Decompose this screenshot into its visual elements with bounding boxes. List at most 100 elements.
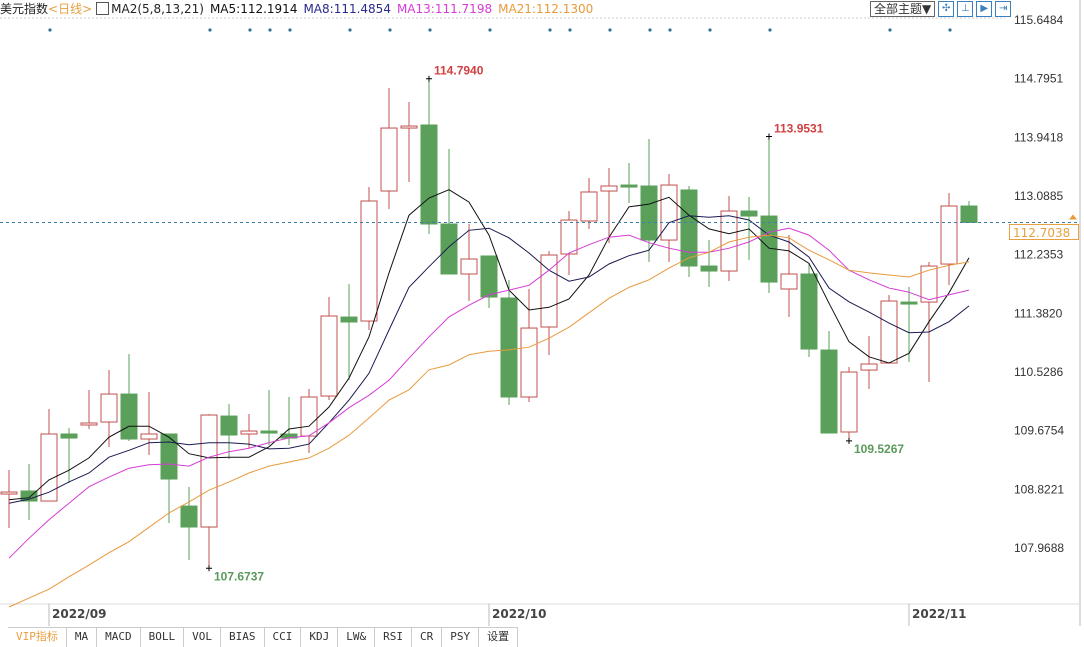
indicator-chart-icon [96,2,110,15]
candle [900,286,918,363]
event-marker-dot [568,28,572,32]
candle-body [160,433,178,480]
candle [360,187,378,331]
candle-body [820,349,838,434]
candle-body [240,430,258,435]
ma21-value: MA21:112.1300 [498,2,594,16]
bar-left-icon[interactable]: ⊥ [957,1,974,17]
tab-lwr[interactable]: LW& [338,628,376,647]
candle-body [120,393,138,440]
candle-body [620,184,638,188]
ma-title: MA2(5,8,13,21) [111,2,204,16]
candle [220,404,238,460]
candle [420,78,438,234]
candle [820,330,838,434]
candle-body [520,327,538,398]
period-selector[interactable]: <日线> [48,2,93,16]
candle [140,392,158,456]
date-label: 2022/09 [52,607,107,621]
tab-boll[interactable]: BOLL [141,628,185,647]
extreme-label: 109.5267 [854,442,904,456]
date-label: 2022/10 [492,607,547,621]
event-marker-dot [708,28,712,32]
tab-cr[interactable]: CR [412,628,443,647]
candle-body [220,415,238,436]
event-marker-dot [248,28,252,32]
event-marker-dot [608,28,612,32]
candle-body [380,127,398,192]
candle [940,193,958,286]
tab-cci[interactable]: CCI [265,628,302,647]
symbol-name: 美元指数 [0,2,49,16]
candle-body [640,185,658,241]
tab-macd[interactable]: MACD [97,628,141,647]
chart-header: 美元指数<日线> MA2(5,8,13,21) MA5:112.1914 MA8:11… [0,0,599,18]
candle [40,409,58,502]
candle-body [500,297,518,398]
tab-bias[interactable]: BIAS [221,628,265,647]
event-marker-dot [488,28,492,32]
candle [720,196,738,282]
candle-body [700,265,718,272]
candle-body [900,301,918,305]
candle [440,149,458,275]
tab-rsi[interactable]: RSI [375,628,412,647]
extreme-label: 107.6737 [214,569,264,583]
play-step-icon[interactable]: ▶ [976,1,993,17]
tab-vol[interactable]: VOL [184,628,221,647]
candle [320,297,338,401]
candle [160,433,178,524]
extreme-label: 114.7940 [434,64,484,78]
tab-ma[interactable]: MA [67,628,98,647]
candle-body [100,393,118,423]
tab-kdj[interactable]: KDJ [301,628,339,647]
candle-body [680,189,698,267]
candle [840,367,858,441]
candle-body [460,258,478,275]
y-tick-label: 107.9688 [1014,541,1064,555]
candlestick-chart[interactable]: 115.6484 114.7951 113.9418 113.0885 112.2353… [0,0,1084,626]
ma-line-ma5 [8,189,970,501]
candle [240,414,258,449]
event-marker-dot [208,28,212,32]
candle-body [560,219,578,255]
candle-body [600,185,618,192]
tab-vip[interactable]: VIP指标 [8,628,67,647]
candle-body [440,223,458,275]
candle [80,389,98,430]
candle [780,235,798,318]
tab-settings[interactable]: 设置 [479,628,519,647]
candle [880,295,898,364]
candle [20,464,38,521]
candle-body [140,433,158,440]
candle-body [740,210,758,217]
theme-dropdown[interactable]: 全部主题▼ [870,1,936,17]
candle-body [940,205,958,265]
candle-body [840,371,858,433]
candle [960,200,978,223]
candle [860,336,878,390]
go-end-icon[interactable]: ⇥ [995,1,1012,17]
candle-body [300,396,318,437]
current-price-label: 112.7038 [1009,224,1079,240]
candle [460,224,478,302]
candle [380,88,398,210]
candle-body [260,430,278,434]
event-marker-dot [268,28,272,32]
crosshair-icon[interactable]: ✣ [938,1,955,17]
event-marker-dot [348,28,352,32]
chart-toolbar: 全部主题▼ ✣ ⊥ ▶ ⇥ [870,1,1012,17]
event-marker-dot [388,28,392,32]
event-marker-dot [648,28,652,32]
tab-psy[interactable]: PSY [442,628,480,647]
candle-body [180,505,198,528]
candle-body [880,300,898,364]
candle [100,370,118,448]
candle [0,470,18,529]
candle [680,185,698,278]
candle [500,280,518,405]
y-tick-label: 115.6484 [1014,13,1063,27]
extreme-label: 113.9531 [774,122,824,136]
ma-line-ma13 [8,227,970,559]
y-tick-label: 114.7951 [1014,72,1063,86]
